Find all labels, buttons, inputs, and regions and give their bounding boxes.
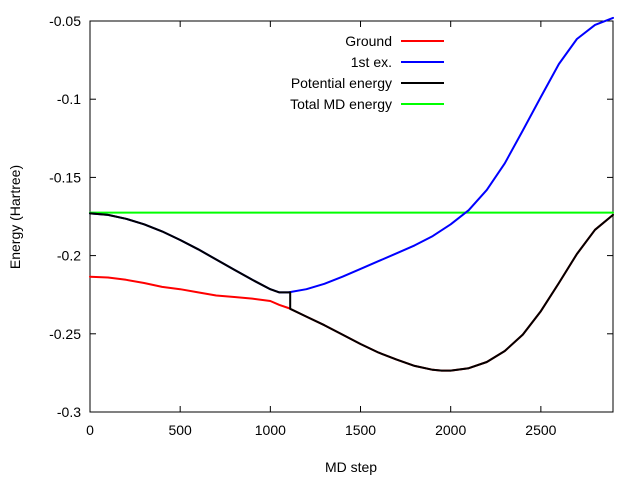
x-tick-label: 1500 <box>345 422 376 438</box>
legend-label: 1st ex. <box>351 54 392 70</box>
y-tick-label: -0.2 <box>57 248 81 264</box>
x-tick-label: 2000 <box>435 422 466 438</box>
y-tick-label: -0.25 <box>49 326 81 342</box>
y-tick-label: -0.3 <box>57 404 81 420</box>
y-tick-label: -0.1 <box>57 91 81 107</box>
plot-frame <box>89 20 614 413</box>
legend: Ground 1st ex. Potential energy Total MD en… <box>290 33 444 112</box>
y-tick-label: -0.05 <box>49 13 81 29</box>
legend-label: Ground <box>345 33 392 49</box>
axes-ticks: 0 500 1000 1500 2000 2500 -0.3 -0.25 -0.2 -0.15 -0… <box>49 13 613 438</box>
x-tick-label: 2500 <box>525 422 556 438</box>
series-line-ground <box>89 213 614 372</box>
x-axis-label: MD step <box>325 459 377 475</box>
legend-label: Potential energy <box>291 75 392 91</box>
legend-label: Total MD energy <box>290 96 392 112</box>
y-tick-label: -0.15 <box>49 169 81 185</box>
x-tick-label: 1000 <box>255 422 286 438</box>
x-tick-label: 0 <box>86 422 94 438</box>
series-lines <box>89 16 614 372</box>
y-axis-label: Energy (Hartree) <box>7 165 23 269</box>
series-line-potential-energy <box>89 212 614 372</box>
x-tick-label: 500 <box>168 422 192 438</box>
